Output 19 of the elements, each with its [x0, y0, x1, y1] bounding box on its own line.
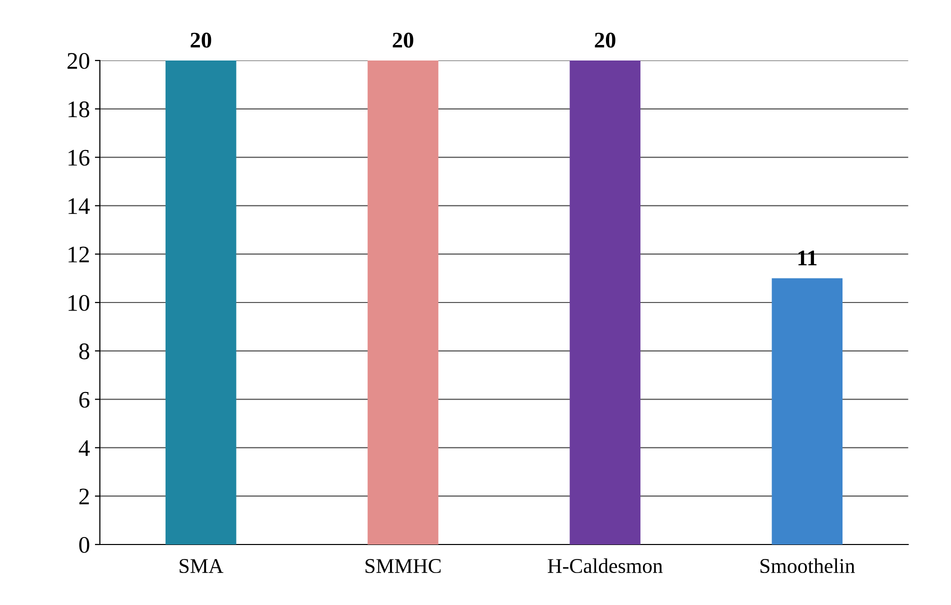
y-tick-label: 16 [68, 150, 90, 166]
y-tick-label: 6 [79, 392, 90, 408]
x-tick-label: Smoothelin [760, 558, 855, 574]
y-tick-label: 10 [68, 294, 90, 311]
y-tick-label: 14 [68, 198, 90, 214]
y-tick-label: 2 [79, 488, 89, 504]
y-tick-label: 20 [68, 52, 90, 69]
data-label: 20 [594, 32, 616, 48]
x-tick-label: SMMHC [366, 559, 441, 574]
x-tick-label: H-Caldesmon [548, 558, 663, 574]
x-tick-label: SMA [180, 559, 224, 574]
data-label: 11 [798, 250, 817, 266]
y-tick-label: 0 [79, 536, 90, 553]
y-tick-label: 18 [68, 101, 90, 118]
data-label: 20 [392, 32, 414, 48]
y-tick-label: 8 [79, 343, 90, 360]
y-tick-label: 12 [68, 246, 89, 262]
data-label: 20 [190, 32, 212, 48]
y-tick-label: 4 [78, 440, 90, 456]
